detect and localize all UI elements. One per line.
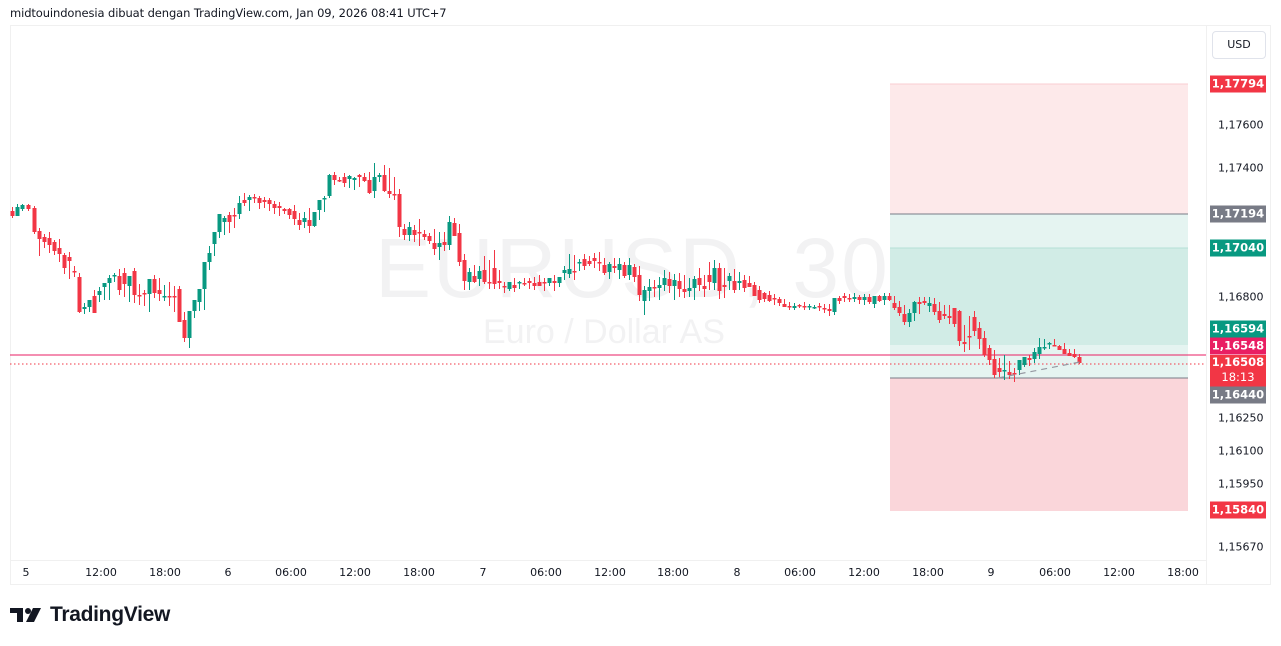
lower-entry-price-label: 1,16440: [1210, 386, 1266, 404]
time-axis[interactable]: [10, 560, 1206, 586]
tradingview-mark-icon: [10, 608, 41, 622]
price-tick: 1,16800: [1218, 290, 1264, 304]
time-label: 5: [22, 566, 30, 579]
time-label: 18:00: [149, 566, 181, 579]
time-label: 18:00: [912, 566, 944, 579]
price-tick: 1,15670: [1218, 540, 1264, 554]
time-label: 6: [224, 566, 232, 579]
time-label: 06:00: [275, 566, 307, 579]
currency-button[interactable]: USD: [1212, 31, 1266, 59]
chart-attribution: midtouindonesia dibuat dengan TradingVie…: [10, 6, 447, 20]
bar-countdown: 18:13: [1221, 370, 1255, 384]
upper-entry-price-label: 1,17194: [1210, 205, 1266, 223]
time-label: 12:00: [594, 566, 626, 579]
price-tick: 1,17400: [1218, 161, 1264, 175]
time-label: 06:00: [784, 566, 816, 579]
last-price-label: 1,16508 18:13: [1210, 355, 1266, 387]
green-target-price-label: 1,17040: [1210, 239, 1266, 257]
watermark-description: Euro / Dollar AS: [483, 313, 725, 351]
time-label: 12:00: [1103, 566, 1135, 579]
position-zones: [890, 83, 1188, 511]
price-scale[interactable]: [1206, 25, 1271, 585]
time-label: 18:00: [403, 566, 435, 579]
tradingview-logo[interactable]: TradingView: [10, 603, 170, 627]
tradingview-wordmark: TradingView: [50, 603, 171, 626]
time-label: 18:00: [657, 566, 689, 579]
time-label: 06:00: [530, 566, 562, 579]
price-tick: 1,17600: [1218, 118, 1264, 132]
time-label: 12:00: [848, 566, 880, 579]
price-tick: 1,16250: [1218, 411, 1264, 425]
price-tick: 1,15950: [1218, 477, 1264, 491]
stop-bottom-price-label: 1,15840: [1210, 501, 1266, 519]
time-label: 12:00: [339, 566, 371, 579]
target-top-price-label: 1,17794: [1210, 75, 1266, 93]
time-label: 8: [733, 566, 741, 579]
green-mid-price-label: 1,16594: [1210, 320, 1266, 338]
time-label: 12:00: [85, 566, 117, 579]
time-label: 06:00: [1039, 566, 1071, 579]
candlestick-series: [10, 163, 1206, 382]
time-label: 18:00: [1167, 566, 1199, 579]
chart-plot-area[interactable]: EURUSD, 30 Euro / Dollar AS: [10, 25, 1206, 560]
time-label: 7: [479, 566, 487, 579]
last-price-value: 1,16508: [1211, 355, 1265, 369]
chart-frame: [10, 25, 1271, 585]
price-tick: 1,16100: [1218, 444, 1264, 458]
current-line-price-label: 1,16548: [1210, 337, 1266, 355]
time-label: 9: [987, 566, 995, 579]
